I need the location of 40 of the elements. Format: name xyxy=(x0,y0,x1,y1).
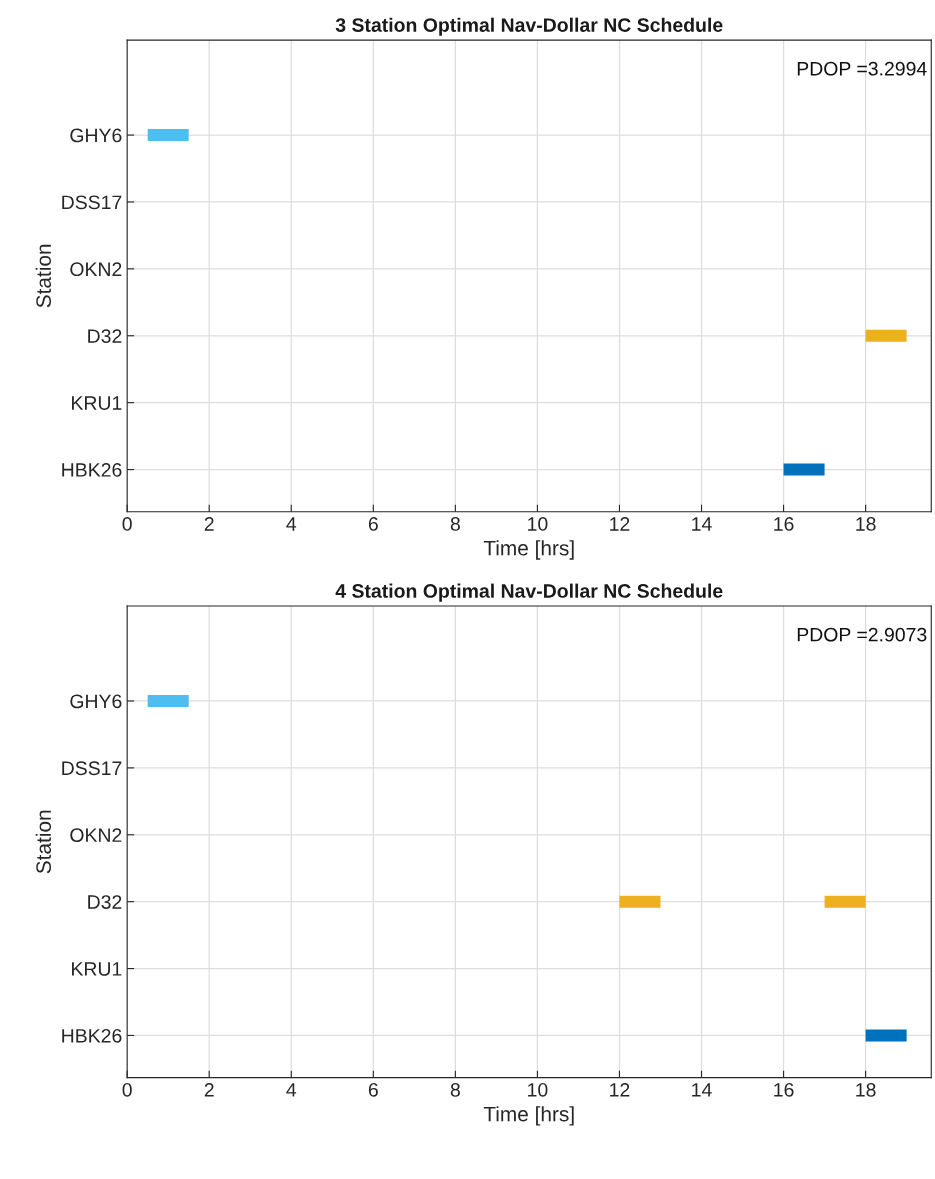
y-tick-label: DSS17 xyxy=(62,195,122,210)
x-tick-label: 6 xyxy=(368,1082,378,1097)
y-tick-label: KRU1 xyxy=(72,396,122,410)
x-tick-label: 6 xyxy=(368,517,378,531)
y-axis-title: Station xyxy=(35,244,52,308)
y-axis-title: Station xyxy=(35,810,52,874)
x-tick-label: 16 xyxy=(774,517,794,531)
x-tick-label: 8 xyxy=(450,517,460,531)
x-tick-label: 16 xyxy=(774,1082,794,1097)
x-axis-title: Time [hrs] xyxy=(483,1106,574,1126)
x-tick-label: 10 xyxy=(528,1082,548,1097)
x-tick-label: 8 xyxy=(450,1082,460,1097)
x-tick-label: 18 xyxy=(856,1082,876,1097)
x-tick-label: 14 xyxy=(692,1083,712,1097)
x-tick-label: 18 xyxy=(856,517,876,531)
x-tick-label: 14 xyxy=(692,517,712,531)
x-tick-label: 0 xyxy=(122,1082,132,1097)
y-tick-label: HBK26 xyxy=(62,463,122,477)
y-tick-label: OKN2 xyxy=(70,262,122,277)
y-tick-label: KRU1 xyxy=(72,962,122,976)
y-tick-label: GHY6 xyxy=(70,128,122,143)
x-tick-label: 4 xyxy=(286,1083,297,1097)
chart-title: 3 Station Optimal Nav-Dollar NC Schedule xyxy=(335,17,723,36)
x-tick-label: 12 xyxy=(610,517,630,531)
x-tick-label: 12 xyxy=(610,1082,630,1097)
y-tick-label: D32 xyxy=(88,329,122,343)
y-tick-label: GHY6 xyxy=(70,694,122,709)
y-tick-label: HBK26 xyxy=(62,1028,122,1043)
chart-title: 4 Station Optimal Nav-Dollar NC Schedule xyxy=(335,583,723,602)
x-axis-title: Time [hrs] xyxy=(483,540,574,560)
text: PDOP =3.2994 xyxy=(797,61,927,76)
text: PDOP =2.9073 xyxy=(797,627,927,642)
x-tick-label: 2 xyxy=(204,517,214,531)
x-tick-label: 10 xyxy=(528,517,548,531)
x-tick-label: 2 xyxy=(204,1082,214,1097)
y-tick-label: OKN2 xyxy=(70,828,122,843)
x-tick-label: 0 xyxy=(122,517,132,531)
y-tick-label: D32 xyxy=(88,895,122,909)
x-tick-label: 4 xyxy=(286,517,297,531)
y-tick-label: DSS17 xyxy=(62,761,122,776)
